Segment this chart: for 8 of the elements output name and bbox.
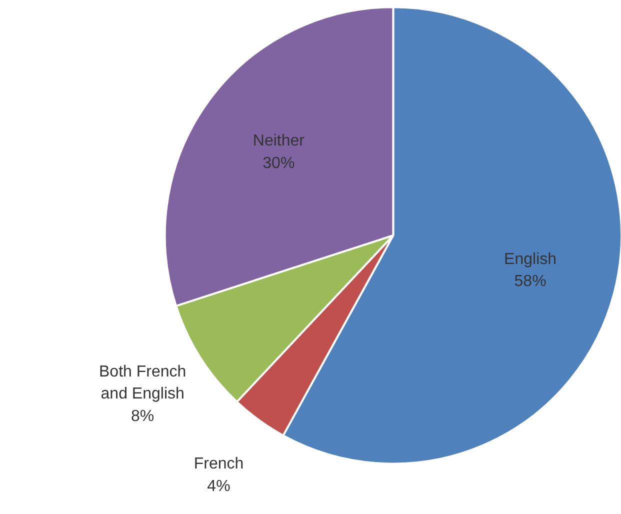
slice-label: English [504,250,557,268]
slice-label: French [194,456,244,473]
slice-label: Both French and English [99,364,186,403]
data-label: 8% [131,408,154,425]
data-label: 30% [262,154,295,172]
data-label: 4% [207,478,230,495]
slice-label: Neither [252,132,306,150]
data-label: 58% [514,273,546,290]
